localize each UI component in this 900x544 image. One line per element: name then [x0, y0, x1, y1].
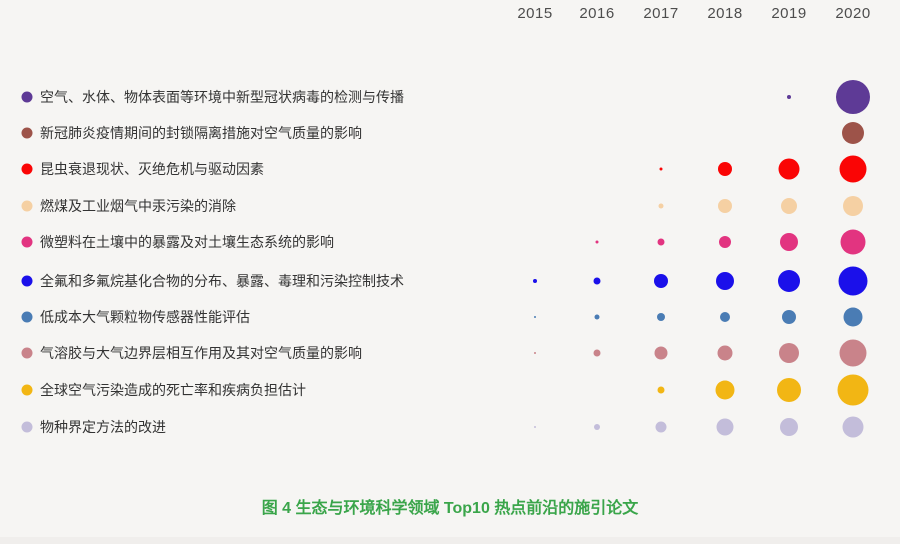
bubble-2017-topic6	[654, 274, 668, 288]
topic-label: 气溶胶与大气边界层相互作用及其对空气质量的影响	[40, 345, 362, 361]
bubble-2019-topic1	[787, 95, 791, 99]
bubble-2019-topic8	[779, 343, 799, 363]
year-label-2020: 2020	[835, 5, 871, 22]
topic-label: 微塑料在土壤中的暴露及对土壤生态系统的影响	[40, 234, 334, 250]
bubble-2020-topic10	[842, 416, 864, 438]
bubble-2020-topic6	[838, 266, 868, 296]
topic-label: 全氟和多氟烷基化合物的分布、暴露、毒理和污染控制技术	[40, 273, 404, 289]
figure-caption: 图 4 生态与环境科学领域 Top10 热点前沿的施引论文	[261, 500, 639, 517]
bubble-2016-topic10	[594, 424, 600, 430]
bubble-2018-topic3	[718, 162, 732, 176]
topic-legend-dot	[21, 347, 33, 359]
topic-label: 燃煤及工业烟气中汞污染的消除	[40, 198, 236, 214]
topic-legend-dot	[21, 275, 33, 287]
bubble-2015-topic7	[534, 316, 536, 318]
bubble-2018-topic9	[715, 380, 735, 400]
bubble-2015-topic6	[533, 279, 537, 283]
year-label-2015: 2015	[517, 5, 553, 22]
bubble-2019-topic10	[780, 418, 798, 436]
bubble-2015-topic10	[534, 426, 536, 428]
bubble-2019-topic5	[780, 233, 798, 251]
bubble-2020-topic4	[843, 196, 863, 216]
bubble-2019-topic6	[778, 270, 800, 292]
bubble-2016-topic6	[593, 277, 601, 285]
year-label-2017: 2017	[643, 5, 679, 22]
bubble-2018-topic4	[718, 199, 732, 213]
bubble-2018-topic8	[717, 345, 733, 361]
topic-label: 昆虫衰退现状、灭绝危机与驱动因素	[40, 161, 264, 177]
topic-legend-dot	[21, 311, 33, 323]
bubble-2016-topic5	[595, 240, 599, 244]
bubble-2020-topic3	[839, 155, 867, 183]
bubble-2017-topic5	[657, 238, 665, 246]
year-label-2019: 2019	[771, 5, 807, 22]
bubble-2018-topic10	[716, 418, 734, 436]
year-label-2016: 2016	[579, 5, 615, 22]
bubble-2020-topic8	[839, 339, 867, 367]
topic-legend-dot	[21, 421, 33, 433]
bubble-2020-topic5	[840, 229, 866, 255]
bubble-2017-topic10	[655, 421, 667, 433]
bubble-2020-topic1	[836, 80, 870, 114]
bubble-2020-topic7	[843, 307, 863, 327]
bubble-2018-topic5	[719, 236, 731, 248]
topic-label: 低成本大气颗粒物传感器性能评估	[40, 309, 250, 325]
topic-legend-dot	[21, 236, 33, 248]
topic-label: 物种界定方法的改进	[40, 419, 166, 435]
topic-legend-dot	[21, 200, 33, 212]
bubble-2015-topic8	[534, 352, 536, 354]
bubble-2019-topic4	[781, 198, 797, 214]
bubble-2017-topic9	[657, 386, 665, 394]
topic-legend-dot	[21, 384, 33, 396]
bubble-2018-topic6	[716, 272, 734, 290]
year-label-2018: 2018	[707, 5, 743, 22]
bubble-2020-topic9	[837, 374, 869, 406]
bubble-2017-topic8	[654, 346, 668, 360]
topic-label: 空气、水体、物体表面等环境中新型冠状病毒的检测与传播	[40, 89, 404, 105]
topic-legend-dot	[21, 127, 33, 139]
bubble-2018-topic7	[720, 312, 730, 322]
bubble-2019-topic3	[778, 158, 800, 180]
bubble-2020-topic2	[842, 122, 864, 144]
topic-label: 全球空气污染造成的死亡率和疾病负担估计	[40, 382, 306, 398]
bubble-2017-topic3	[659, 167, 663, 171]
topic-legend-dot	[21, 163, 33, 175]
bubble-2019-topic9	[777, 378, 801, 402]
topic-label: 新冠肺炎疫情期间的封锁隔离措施对空气质量的影响	[40, 125, 362, 141]
bottom-edge-strip	[0, 537, 900, 544]
topic-legend-dot	[21, 91, 33, 103]
bubble-2017-topic4	[658, 203, 664, 209]
bubble-2019-topic7	[782, 310, 796, 324]
bubble-2016-topic7	[594, 314, 600, 320]
bubble-2016-topic8	[593, 349, 601, 357]
bubble-2017-topic7	[657, 313, 665, 321]
